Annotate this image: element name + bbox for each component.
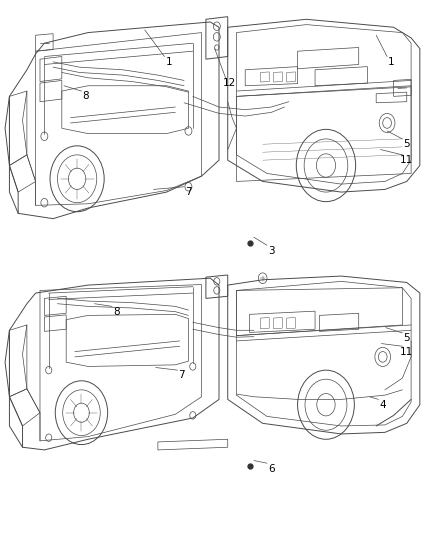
Text: 12: 12 [223,78,237,88]
Text: 7: 7 [179,370,185,381]
Text: 8: 8 [113,306,120,317]
Text: 11: 11 [400,346,413,357]
Text: 8: 8 [82,91,89,101]
Text: 5: 5 [403,333,410,343]
Text: 1: 1 [388,57,395,67]
Text: 1: 1 [166,57,172,67]
Text: 11: 11 [400,155,413,165]
Text: 3: 3 [268,246,275,255]
Text: 7: 7 [185,187,192,197]
Text: 4: 4 [379,400,386,410]
Text: 6: 6 [268,464,275,473]
Text: 5: 5 [403,139,410,149]
